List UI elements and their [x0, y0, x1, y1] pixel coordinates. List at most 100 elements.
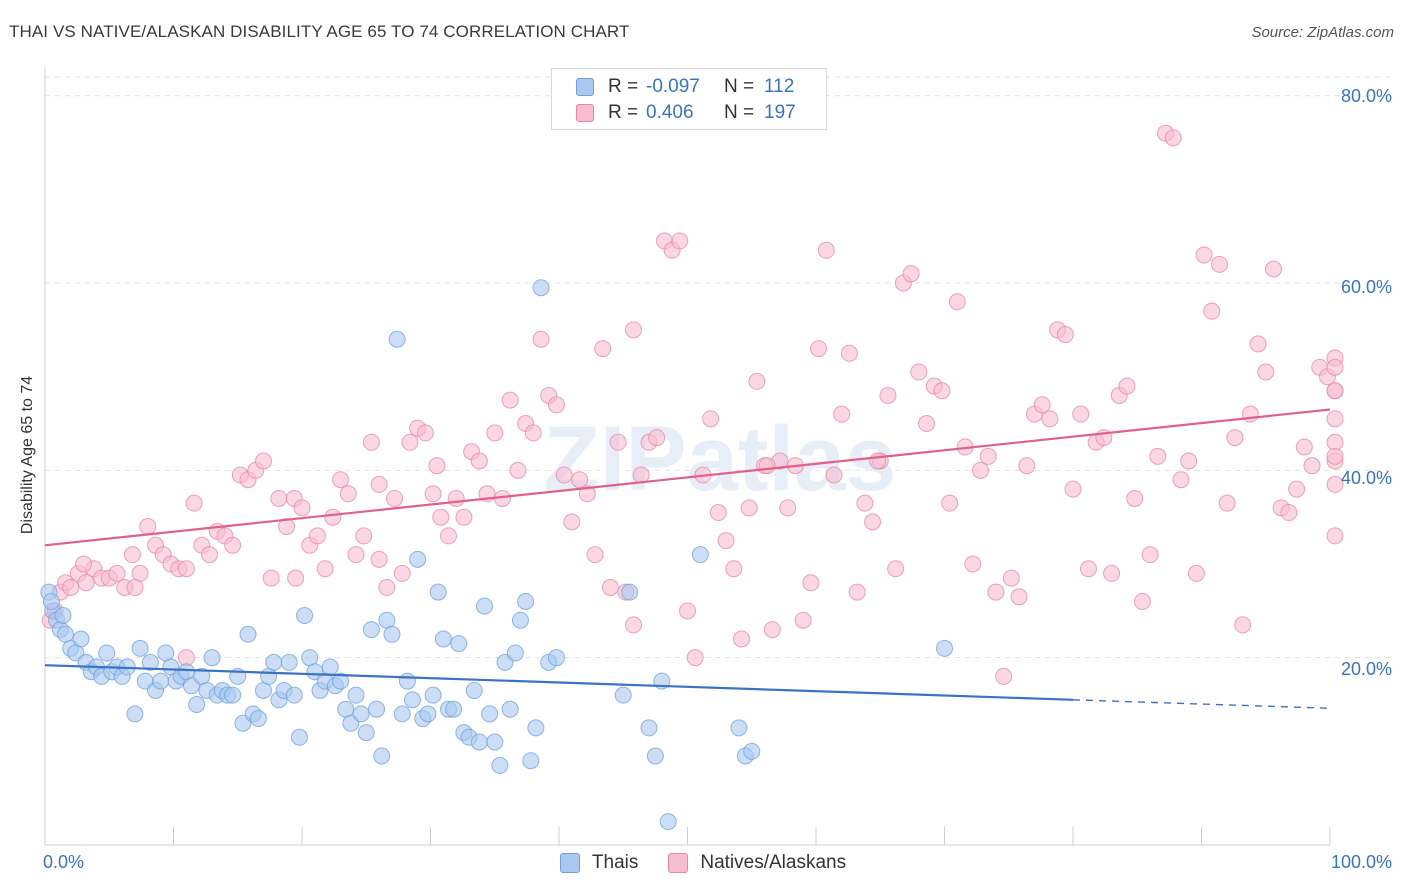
data-point [648, 429, 666, 447]
legend-item-natives-alaskans[interactable]: Natives/Alaskans [668, 852, 846, 874]
data-point [1126, 489, 1144, 507]
data-point [679, 602, 696, 620]
r-label: R = [608, 76, 639, 97]
data-point [532, 330, 550, 348]
data-point [1288, 480, 1306, 498]
data-point [802, 574, 820, 592]
data-point [640, 719, 658, 737]
n-value: 197 [764, 102, 796, 123]
legend-item-thais[interactable]: Thais [559, 852, 638, 874]
data-point [936, 639, 953, 657]
data-point [691, 546, 709, 564]
legend-swatch [668, 853, 689, 873]
data-point [1141, 546, 1159, 564]
data-point [1218, 494, 1236, 512]
data-point [293, 499, 311, 517]
data-point [368, 700, 386, 718]
data-point [386, 489, 404, 507]
data-point [139, 518, 157, 536]
data-point [72, 630, 90, 648]
data-point [285, 686, 303, 704]
data-point [578, 485, 596, 503]
data-point [455, 508, 473, 526]
data-point [185, 494, 203, 512]
data-point [1018, 457, 1036, 475]
data-point [152, 672, 170, 690]
data-point [296, 607, 314, 625]
data-point [265, 653, 283, 671]
data-point [416, 424, 434, 442]
data-point [370, 550, 388, 568]
data-point [522, 752, 540, 770]
legend-row-natives: R = 0.406 N = 197 [576, 101, 796, 125]
data-point [748, 372, 766, 390]
legend-swatch [576, 78, 594, 96]
data-point [200, 546, 218, 564]
data-point [1103, 564, 1121, 582]
data-point [249, 710, 267, 728]
watermark: ZIPatlas [544, 408, 897, 510]
data-point [517, 592, 535, 610]
data-point [971, 461, 989, 479]
data-point [370, 475, 388, 493]
data-point [948, 293, 966, 311]
data-point [794, 611, 812, 629]
data-point [447, 489, 465, 507]
data-point [1033, 396, 1051, 414]
data-point [321, 658, 339, 676]
data-point [1295, 438, 1313, 456]
data-point [470, 452, 488, 470]
data-point [347, 546, 365, 564]
data-point [671, 232, 689, 250]
data-point [1203, 302, 1221, 320]
data-point [419, 705, 437, 723]
data-point [450, 635, 468, 653]
data-point [203, 649, 221, 667]
data-point [424, 485, 442, 503]
data-point [486, 424, 504, 442]
data-point [1264, 260, 1282, 278]
data-point [1149, 447, 1167, 465]
data-point [702, 410, 720, 428]
data-point [555, 466, 573, 484]
data-point [1079, 560, 1097, 578]
data-point [659, 813, 677, 831]
y-tick-label: 20.0% [1340, 659, 1392, 679]
series-legend: Thais Natives/Alaskans [0, 852, 1406, 874]
data-point [717, 532, 735, 550]
data-point [445, 700, 463, 718]
data-point [532, 279, 550, 297]
data-point [188, 696, 206, 714]
data-point [398, 672, 416, 690]
data-point [429, 583, 447, 601]
data-point [506, 644, 524, 662]
legend-row-thais: R = -0.097 N = 112 [576, 75, 794, 99]
data-point [355, 527, 373, 545]
data-point [1056, 326, 1074, 344]
data-point [547, 396, 565, 414]
data-point [1002, 569, 1020, 587]
data-point [270, 489, 288, 507]
data-point [779, 499, 797, 517]
data-point [987, 583, 1005, 601]
data-point [339, 485, 357, 503]
data-point [280, 653, 298, 671]
data-point [887, 560, 905, 578]
n-label: N = [724, 76, 755, 97]
trend-line-thais [44, 664, 1074, 701]
r-value: 0.406 [646, 102, 694, 123]
chart-title: THAI VS NATIVE/ALASKAN DISABILITY AGE 65… [9, 22, 630, 41]
data-point [1303, 457, 1321, 475]
data-point [869, 452, 887, 470]
data-point [964, 555, 982, 573]
data-point [332, 471, 350, 489]
data-point [98, 644, 116, 662]
r-label: R = [608, 102, 639, 123]
data-point [547, 649, 565, 667]
data-point [524, 424, 542, 442]
data-point [594, 340, 612, 358]
data-point [601, 578, 619, 596]
data-point [1326, 382, 1344, 400]
data-point [475, 597, 493, 615]
